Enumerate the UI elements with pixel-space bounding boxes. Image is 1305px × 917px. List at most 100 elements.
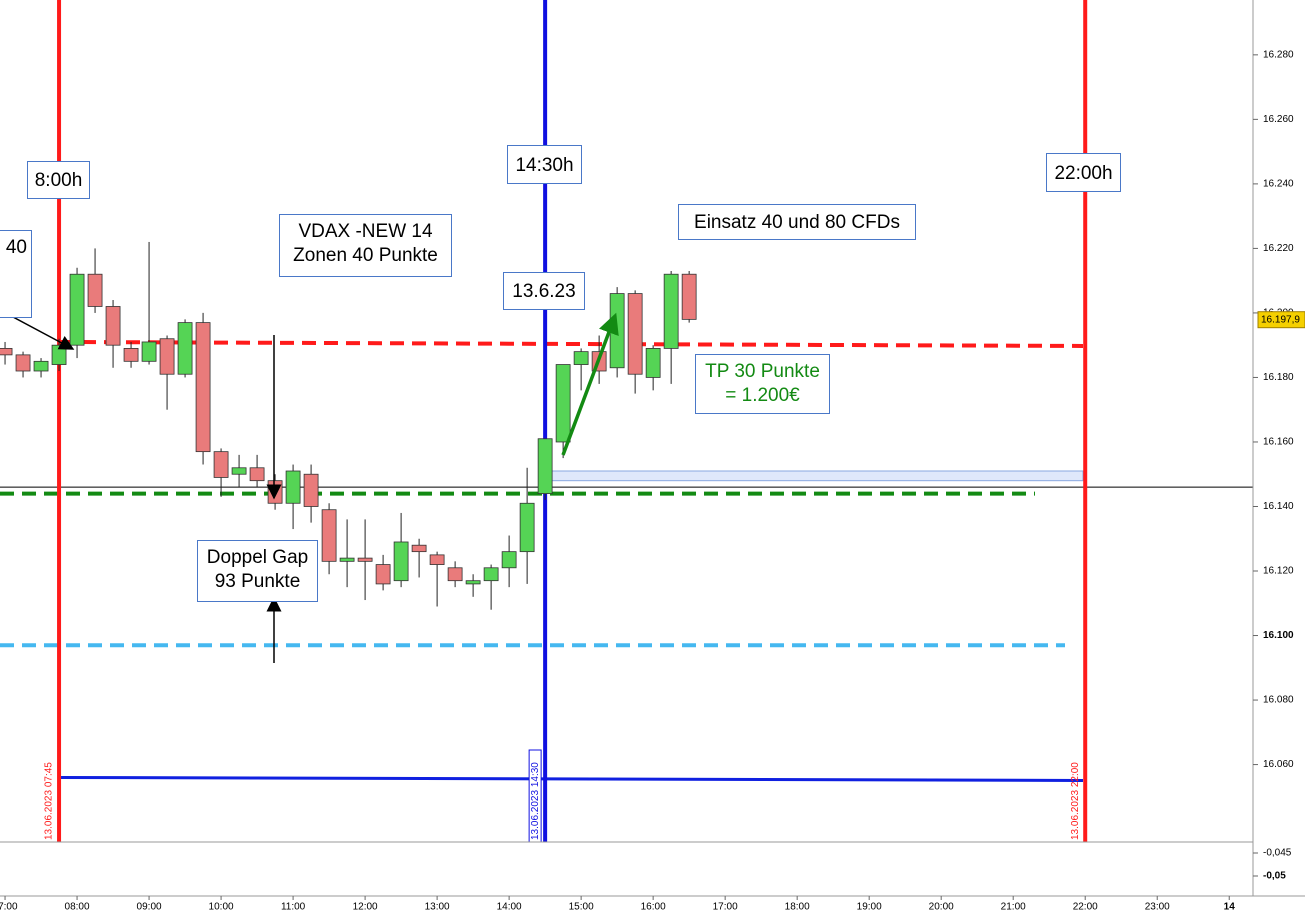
candle-body	[483, 567, 499, 582]
axes: 16.060 16.080 16.100 16.120 16.140 16.160 16.1…	[0, 49, 1305, 913]
annotation: VDAX -NEW 14 Zonen 40 Punkte	[279, 214, 452, 277]
candle-body	[411, 544, 427, 553]
candle-body	[537, 438, 553, 494]
vertical-label: 13.06.2023 22:00	[1070, 762, 1081, 840]
level-line	[59, 775, 1084, 782]
arrow	[561, 312, 619, 456]
vertical-label: 13.06.2023 14:30	[530, 762, 541, 840]
candle-body	[213, 451, 229, 478]
price-tag-label: 16.197,9	[1261, 314, 1300, 325]
annotation-line: 22:00h	[1054, 162, 1113, 184]
annotation: Einsatz 40 und 80 CFDs	[678, 204, 916, 240]
candle-body	[51, 344, 67, 365]
price-tag	[1257, 311, 1305, 329]
x-tick-label: 08:00	[65, 902, 90, 913]
y-tick-label: 16.140	[1263, 501, 1294, 512]
candle-body	[375, 564, 391, 585]
y-tick-label: 16.180	[1263, 372, 1294, 383]
candle-body	[0, 348, 13, 356]
y-tick-label: 16.280	[1263, 49, 1294, 60]
candle-body	[627, 293, 643, 375]
y-tick-label: 16.120	[1263, 566, 1294, 577]
candle-body	[663, 273, 679, 349]
annotation-line: = 1.200€	[725, 385, 800, 406]
x-tick-label: 19:00	[857, 902, 882, 913]
x-tick-label: 09:00	[137, 902, 162, 913]
x-tick-label: 21:00	[1001, 902, 1026, 913]
indicator-tick-label: -0,045	[1263, 848, 1292, 859]
x-tick-label: 20:00	[929, 902, 954, 913]
annotation-line: TP 30 Punkte	[705, 361, 820, 382]
annotation-line: 8:00h	[34, 170, 83, 191]
level-line	[59, 339, 1084, 348]
candle-body	[645, 348, 661, 378]
candle-body	[159, 338, 175, 375]
x-tick-label: 12:00	[353, 902, 378, 913]
candle-body	[87, 273, 103, 307]
annotation: 14:30h	[507, 145, 582, 184]
annotation-line: 13.6.23	[512, 281, 576, 302]
y-tick-label: 16.100	[1263, 630, 1294, 641]
candle-body	[267, 480, 283, 504]
annotation-line: Zonen 40 Punkte	[293, 245, 438, 266]
annotation-line: 93 Punkte	[214, 571, 301, 592]
candle-body	[393, 541, 409, 582]
x-tick-label: 22:00	[1073, 902, 1098, 913]
x-tick-label: 15:00	[569, 902, 594, 913]
y-tick-label: 16.160	[1263, 437, 1294, 448]
candle-body	[231, 467, 247, 475]
y-tick-label: 16.220	[1263, 243, 1294, 254]
candle-body	[339, 557, 355, 562]
candle-body	[285, 470, 301, 504]
candle-body	[573, 351, 589, 365]
candle-body	[69, 273, 85, 346]
x-tick-label: 10:00	[209, 902, 234, 913]
annotation: 40	[0, 230, 32, 318]
annotation-line: 14:30h	[515, 154, 574, 176]
x-tick-label: 11:00	[281, 902, 306, 913]
candle-body	[105, 306, 121, 346]
candle-body	[15, 354, 31, 372]
candle-body	[501, 551, 517, 569]
x-tick-label: 16:00	[641, 902, 666, 913]
y-tick-label: 16.060	[1263, 759, 1294, 770]
candle-body	[249, 467, 265, 482]
annotation-line: Einsatz 40 und 80 CFDs	[694, 212, 900, 233]
annotation: 8:00h	[27, 161, 90, 199]
candle-body	[195, 322, 211, 453]
candle-body	[321, 509, 337, 562]
candle-body	[357, 557, 373, 562]
y-tick-label: 16.240	[1263, 179, 1294, 190]
annotation: 22:00h	[1046, 153, 1121, 192]
candle-body	[681, 273, 697, 320]
x-tick-label: 17:00	[713, 902, 738, 913]
y-tick-label: 16.080	[1263, 695, 1294, 706]
x-tick-label: 23:00	[1145, 902, 1170, 913]
candle-body	[303, 473, 319, 507]
annotation: Doppel Gap 93 Punkte	[197, 540, 318, 602]
candle-body	[429, 554, 445, 565]
candle-body	[609, 293, 625, 369]
annotation: TP 30 Punkte = 1.200€	[695, 354, 830, 414]
annotation-line: Doppel Gap	[206, 547, 309, 568]
annotation: 13.6.23	[503, 272, 585, 310]
candle-body	[123, 348, 139, 362]
x-tick-label: 18:00	[785, 902, 810, 913]
candle-body	[177, 322, 193, 375]
plot: 13.06.2023 07:45 13.06.2023 14:30 13.06.20…	[0, 0, 1253, 843]
candle-body	[33, 360, 49, 372]
annotation-line: 40	[5, 237, 27, 258]
vertical-label: 13.06.2023 07:45	[44, 762, 55, 840]
candle-body	[519, 502, 535, 553]
candle-body	[465, 580, 481, 585]
x-tick-label: 14	[1224, 902, 1236, 913]
candle-body	[447, 567, 463, 582]
y-tick-label: 16.260	[1263, 114, 1294, 125]
x-tick-label: 14:00	[497, 902, 522, 913]
x-tick-label: 07:00	[0, 902, 18, 913]
axis-bg	[1253, 0, 1305, 917]
annotation-line: VDAX -NEW 14	[298, 221, 433, 242]
indicator-tick-label: -0,05	[1263, 871, 1286, 882]
